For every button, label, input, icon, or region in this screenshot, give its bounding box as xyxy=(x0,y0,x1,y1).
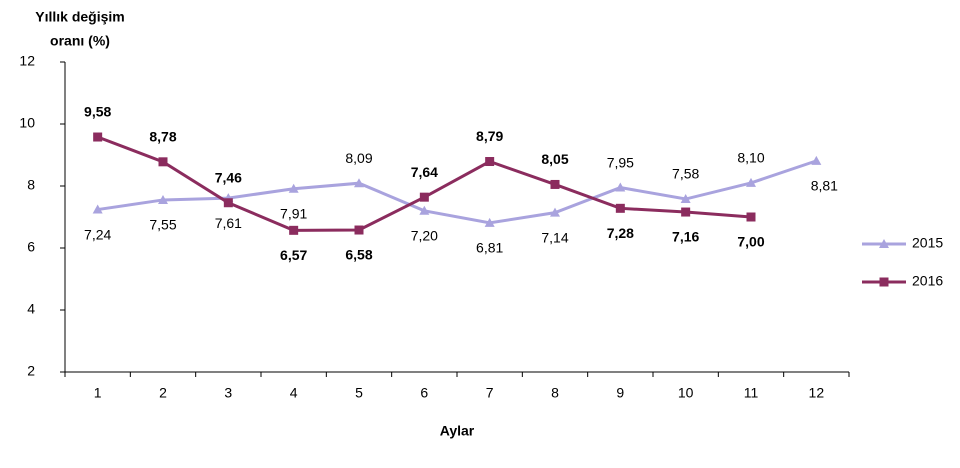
data-label: 8,79 xyxy=(476,128,503,144)
marker xyxy=(419,205,430,215)
data-label: 7,00 xyxy=(737,234,764,250)
x-tick-label: 6 xyxy=(420,385,428,401)
marker xyxy=(288,183,299,193)
x-tick-label: 10 xyxy=(678,385,694,401)
data-label: 8,81 xyxy=(811,178,838,194)
marker xyxy=(419,192,429,202)
x-tick-label: 11 xyxy=(744,385,759,401)
marker xyxy=(93,132,103,142)
marker xyxy=(746,212,756,222)
data-label: 7,20 xyxy=(411,228,438,244)
marker xyxy=(158,157,168,167)
x-tick-label: 3 xyxy=(224,385,232,401)
data-label: 7,46 xyxy=(215,169,242,185)
x-tick-label: 4 xyxy=(290,385,298,401)
data-label: 7,91 xyxy=(280,205,307,221)
y-tick-label: 4 xyxy=(27,301,35,317)
marker xyxy=(681,207,691,217)
marker xyxy=(746,177,756,187)
x-tick-label: 2 xyxy=(159,385,167,401)
data-label: 7,24 xyxy=(84,226,111,242)
y-tick-label: 10 xyxy=(19,115,35,131)
marker xyxy=(811,155,822,165)
marker xyxy=(158,194,168,204)
data-label: 7,64 xyxy=(411,164,438,180)
data-label: 6,58 xyxy=(345,247,372,263)
data-label: 8,05 xyxy=(541,151,568,167)
marker xyxy=(615,203,625,213)
x-tick-label: 8 xyxy=(551,385,559,401)
marker xyxy=(484,217,495,227)
marker xyxy=(354,225,364,235)
data-label: 7,28 xyxy=(607,225,634,241)
data-label: 7,58 xyxy=(672,166,699,182)
data-label: 7,61 xyxy=(215,215,242,231)
data-label: 8,78 xyxy=(149,129,176,145)
marker xyxy=(879,277,889,287)
x-tick-label: 12 xyxy=(809,385,825,401)
x-tick-label: 9 xyxy=(616,385,624,401)
data-label: 7,55 xyxy=(149,217,176,233)
marker xyxy=(223,198,233,208)
legend-label: 2016 xyxy=(912,273,943,289)
marker xyxy=(550,179,560,189)
data-label: 9,58 xyxy=(84,104,111,120)
data-label: 8,09 xyxy=(345,150,372,166)
data-label: 7,14 xyxy=(541,229,568,245)
x-axis-label: Aylar xyxy=(440,423,475,439)
series-line xyxy=(97,159,817,225)
marker xyxy=(680,194,691,204)
marker xyxy=(615,182,626,192)
y-axis-label: oranı (%) xyxy=(50,33,110,49)
marker xyxy=(485,157,495,167)
y-axis-label: Yıllık değişim xyxy=(35,9,124,25)
marker xyxy=(879,239,889,248)
y-tick-label: 12 xyxy=(19,53,35,69)
marker xyxy=(550,207,560,217)
y-tick-label: 6 xyxy=(27,239,35,255)
data-label: 6,81 xyxy=(476,240,503,256)
x-tick-label: 1 xyxy=(94,385,102,401)
y-tick-label: 8 xyxy=(27,177,35,193)
data-label: 7,16 xyxy=(672,229,699,245)
marker xyxy=(92,204,103,214)
data-label: 7,95 xyxy=(607,154,634,170)
x-tick-label: 7 xyxy=(486,385,494,401)
data-label: 6,57 xyxy=(280,247,307,263)
series-line xyxy=(97,135,752,232)
marker xyxy=(289,225,299,235)
legend-label: 2015 xyxy=(912,235,943,251)
marker xyxy=(354,178,364,188)
x-tick-label: 5 xyxy=(355,385,363,401)
data-label: 8,10 xyxy=(737,150,764,166)
y-tick-label: 2 xyxy=(27,363,35,379)
